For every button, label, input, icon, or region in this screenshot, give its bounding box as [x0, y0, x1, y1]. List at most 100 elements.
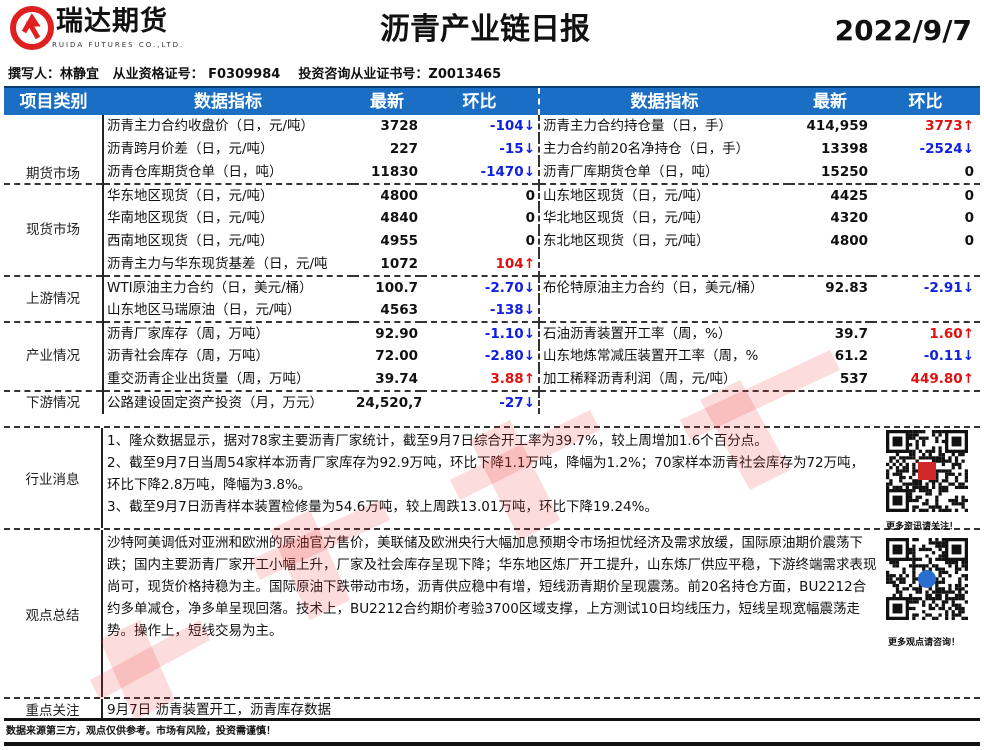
table-row: 上游情况 WTI原油主力合约（日，美元/桶） 100.7 -2.70↓ 布伦特原油主力合… [4, 275, 980, 322]
latest-value [789, 253, 871, 276]
latest-value: 4800 [830, 233, 868, 249]
indicator-name: 沥青社会库存（周，万吨） [107, 348, 269, 364]
indicator-name: 沥青主力与华东现货基差（日，元/吨 [107, 255, 328, 272]
author-line: 撰写人：林静宜 从业资格证号： F0309984 投资咨询从业证书号：Z0013… [8, 67, 502, 82]
table-row: 沥青仓库期货仓单（日，吨） 11830 -1470↓ 沥青厂库期货仓单（日，吨） 152… [4, 161, 980, 184]
indicator-name: 沥青跨月价差（日，元/吨） [107, 141, 274, 157]
indicator-name: 沥青厂家库存（周，万吨） [103, 321, 353, 345]
category-cell: 下游情况 [4, 390, 104, 414]
change-number: 0 [525, 187, 535, 204]
table-row: 西南地区现货（日，元/吨） 4955 0 东北地区现货（日，元/吨） 4800 0 [4, 230, 980, 253]
latest-value: 100.7 [353, 275, 421, 299]
change-value: -1.10↓ [421, 321, 540, 345]
table-row: 产业情况 沥青厂家库存（周，万吨） 92.90 -1.10↓ 石油沥青装置开工率（周，%… [4, 321, 980, 391]
indicator-name: 沥青厂库期货仓单（日，吨） [543, 163, 719, 180]
report-date: 2022/9/7 [834, 14, 972, 47]
table-row: 沥青主力与华东现货基差（日，元/吨 1072 104↑ [4, 253, 980, 276]
latest-value: 537 [839, 370, 868, 387]
indicator-name: 西南地区现货（日，元/吨） [107, 233, 274, 249]
latest-value: 4563 [380, 301, 418, 318]
arrow-up-icon: ↑ [962, 325, 974, 342]
change-value: 449.80↑ [871, 368, 980, 391]
arrow-up-icon: ↑ [962, 370, 974, 387]
indicator-name: 东北地区现货（日，元/吨） [543, 233, 710, 249]
column-header: 数据指标 [103, 86, 353, 115]
change-number: 1.60 [929, 325, 963, 342]
news-text: 1、隆众数据显示，据对78家主要沥青厂家统计，截至9月7日综合开工率为39.7%… [107, 430, 877, 518]
latest-value: 13398 [821, 141, 868, 157]
qr-caption-follow: 更多资讯请关注！ [886, 522, 959, 532]
change-value: 104↑ [421, 253, 540, 276]
change-value: -15↓ [421, 138, 540, 161]
change-value: -1470↓ [421, 161, 540, 184]
latest-value [789, 299, 871, 322]
change-number: 0 [964, 210, 974, 226]
column-header: 数据指标 [539, 86, 789, 115]
disclaimer: 数据来源第三方，观点仅供参考。市场有风险，投资需谨慎！ [6, 726, 276, 737]
bottom-rule [4, 742, 980, 746]
change-value: -138↓ [421, 299, 540, 322]
indicator-name: 山东地区马瑞原油（日，元/吨） [107, 301, 301, 318]
latest-value: 4320 [830, 210, 868, 226]
latest-value: 4425 [789, 183, 871, 207]
change-number: 3773 [925, 118, 963, 134]
news-label: 行业消息 [4, 428, 103, 528]
data-table: 项目类别 数据指标 最新 环比 数据指标 最新 环比 期货市场 沥青主力合约收盘价（日，元/吨… [4, 86, 980, 414]
table-row: 期货市场 沥青主力合约收盘价（日，元/吨） 3728 -104↓ 沥青主力合约持仓量（日… [4, 115, 980, 184]
indicator-name [539, 390, 789, 414]
indicator-name [539, 253, 789, 276]
change-number: 104 [495, 255, 524, 272]
change-value: 3773↑ [871, 115, 980, 138]
change-value: 0 [871, 183, 980, 207]
change-value [871, 390, 980, 414]
table-row: 华南地区现货（日，元/吨） 4840 0 华北地区现货（日，元/吨） 4320 0 [4, 207, 980, 230]
table-row: 重交沥青企业出货量（周，万吨） 39.74 3.88↑ 加工稀释沥青利润（周，元/吨）… [4, 368, 980, 391]
change-value: 0 [421, 230, 540, 253]
news-item: 2、截至9月7日当周54家样本沥青厂家库存为92.9万吨，环比下降1.1万吨，降… [107, 455, 865, 493]
ruida-logo-icon [10, 6, 54, 50]
change-number: 0 [525, 210, 535, 226]
view-label: 观点总结 [4, 530, 103, 697]
change-number: -138 [489, 301, 524, 318]
latest-value: 227 [389, 141, 418, 157]
category-cell: 上游情况 [4, 275, 104, 322]
column-header: 环比 [871, 86, 980, 115]
change-number: -27 [499, 394, 524, 411]
change-value: 1.60↑ [871, 321, 980, 345]
column-header: 项目类别 [4, 86, 103, 115]
qr-code-icon[interactable] [886, 430, 968, 512]
arrow-down-icon: ↓ [523, 141, 535, 157]
change-number: -15 [499, 141, 524, 157]
change-number: -1.10 [484, 325, 524, 342]
focus-text: 9月7日 沥青装置开工，沥青库存数据 [107, 702, 331, 718]
latest-value: 11830 [371, 163, 418, 180]
change-number: -2524 [919, 141, 963, 157]
indicator-name: 主力合约前20名净持仓（日，手） [543, 141, 750, 157]
qr-caption-consult: 更多观点请咨询！ [888, 638, 961, 648]
indicator-name: 山东地炼常减压装置开工率（周，% [543, 348, 759, 364]
latest-value: 1072 [380, 255, 418, 272]
arrow-up-icon: ↑ [523, 370, 535, 387]
change-number: -2.70 [484, 279, 524, 296]
latest-value: 3728 [380, 118, 418, 134]
change-value: 0 [871, 161, 980, 184]
latest-value [789, 390, 871, 414]
view-text: 沙特阿美调低对亚洲和欧洲的原油官方售价，美联储及欧洲央行大幅加息预期令市场担忧经… [107, 535, 877, 639]
change-number: -1470 [480, 163, 524, 180]
arrow-down-icon: ↓ [523, 118, 535, 134]
table-header-row: 项目类别 数据指标 最新 环比 数据指标 最新 环比 [4, 86, 980, 115]
arrow-up-icon: ↑ [523, 255, 535, 272]
column-header: 最新 [789, 86, 871, 115]
news-section: 行业消息 1、隆众数据显示，据对78家主要沥青厂家统计，截至9月7日综合开工率为… [4, 426, 980, 528]
arrow-down-icon: ↓ [523, 394, 535, 411]
change-value [871, 253, 980, 276]
qr-code-icon[interactable] [886, 538, 968, 620]
arrow-down-icon: ↓ [523, 348, 535, 364]
latest-value: 414,959 [806, 118, 869, 134]
category-cell: 产业情况 [4, 321, 104, 391]
change-number: 0 [964, 187, 974, 204]
change-value: -2.91↓ [871, 275, 980, 299]
arrow-down-icon: ↓ [962, 279, 974, 296]
arrow-down-icon: ↓ [523, 301, 535, 318]
